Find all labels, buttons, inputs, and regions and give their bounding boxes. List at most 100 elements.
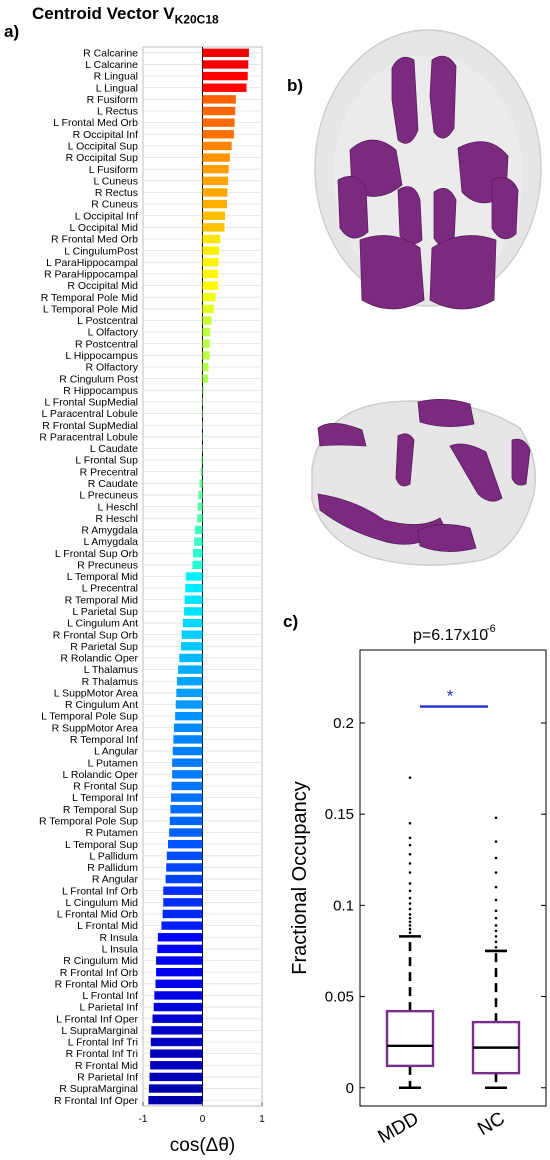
region-label: R Calcarine	[83, 47, 138, 59]
bar-r-amygdala	[194, 525, 203, 535]
nc-outlier	[494, 924, 498, 927]
bar-l-temporal-sup	[167, 839, 203, 849]
nc-outlier	[494, 935, 498, 938]
region-label: R Caudate	[88, 478, 138, 490]
bar-r-frontal-inf-oper	[148, 1095, 203, 1105]
mdd-outlier	[408, 836, 412, 840]
region-label: R Parietal Inf	[77, 1072, 138, 1084]
region-label: L Precuneus	[79, 490, 138, 502]
bar-r-frontal-med-orb	[202, 234, 221, 244]
bar-r-temporal-inf	[173, 735, 203, 744]
region-label: L Olfactory	[88, 327, 139, 339]
nc-outlier	[494, 946, 498, 949]
bar-r-frontal-mid	[150, 1061, 203, 1070]
nc-outlier	[494, 871, 498, 874]
region-label: L Fusiform	[89, 164, 138, 176]
mdd-outlier	[408, 916, 412, 920]
bar-r-frontal-sup	[171, 781, 203, 791]
mdd-box	[385, 1009, 435, 1068]
y-tick-label: 0	[346, 1080, 354, 1097]
bar-l-fusiform	[202, 165, 229, 174]
region-label: R Olfactory	[85, 362, 138, 374]
bar-l-frontal-inf-tri	[150, 1037, 203, 1047]
bar-r-frontal-inf-tri	[150, 1049, 203, 1058]
bar-l-hippocampus	[202, 351, 210, 360]
bar-r-paracentral-lobule	[202, 432, 204, 442]
bar-r-occipital-sup	[202, 153, 230, 162]
region-label: L Rectus	[97, 106, 138, 118]
region-label: L Calcarine	[85, 59, 138, 71]
bar-l-temporal-pole-mid	[202, 304, 214, 314]
region-label: R Postcentral	[75, 338, 138, 350]
nc-outlier	[494, 898, 498, 902]
region-label: L Parietal Sup	[72, 606, 138, 618]
bar-r-frontal-inf-orb	[156, 967, 203, 977]
region-label: L Cuneus	[93, 175, 138, 187]
bar-r-putamen	[169, 828, 203, 837]
x-axis-label: cos(Δθ)	[170, 1135, 235, 1156]
bar-l-frontal-inf-oper	[152, 1014, 203, 1023]
bar-r-frontal-mid-orb	[155, 979, 203, 988]
figure-title: Centroid Vector VK20C18	[32, 4, 219, 26]
region-label: L Frontal Inf	[82, 990, 138, 1002]
region-label: L Heschl	[98, 501, 138, 513]
region-label: L Frontal Inf Oper	[56, 1013, 138, 1025]
y-tick-label: 0.15	[325, 806, 354, 823]
region-label: R Frontal Mid Orb	[55, 978, 139, 990]
region-label: R Heschl	[95, 513, 138, 525]
bar-l-occipital-mid	[202, 223, 225, 232]
mdd-outlier	[408, 889, 412, 893]
region-label: L Temporal Inf	[72, 792, 138, 804]
bar-l-frontal-mid	[161, 921, 203, 930]
region-label: R Angular	[92, 874, 139, 886]
region-label: L Occipital Inf	[75, 210, 138, 222]
region-label: R Thalamus	[82, 676, 138, 688]
region-label: R Temporal Pole Sup	[39, 815, 138, 827]
bar-r-frontal-supmedial	[202, 421, 204, 430]
region-label: R Occipital Sup	[66, 152, 139, 164]
region-label: L Frontal Sup	[75, 455, 138, 467]
mdd-outlier	[408, 862, 412, 865]
nc-category-label: NC	[474, 1108, 508, 1140]
mdd-outlier	[408, 776, 412, 779]
bar-r-parietal-sup	[181, 642, 203, 651]
region-label: R Frontal Inf Tri	[66, 1048, 138, 1060]
region-label: R Frontal Inf Orb	[60, 967, 138, 979]
bar-l-precentral	[185, 583, 203, 593]
region-label: R Frontal Med Orb	[51, 234, 138, 246]
figure-title-main: Centroid Vector V	[32, 4, 175, 23]
region-label: R Frontal Inf Oper	[54, 1095, 139, 1107]
panel-a-label: a)	[4, 22, 20, 41]
box-plot-area	[359, 649, 547, 1107]
x-tick-label: 1	[259, 1114, 265, 1125]
panel-c-label: c)	[283, 612, 299, 631]
region-label: R Occipital Inf	[73, 129, 138, 141]
region-label: L Postcentral	[77, 315, 138, 327]
region-label: R Putamen	[85, 827, 138, 839]
bar-r-cuneus	[202, 199, 227, 209]
region-label: R Cingulum Mid	[63, 955, 138, 967]
bar-l-parietal-sup	[184, 607, 203, 616]
region-label: L Pallidum	[89, 850, 138, 862]
region-label: R Occipital Mid	[67, 280, 138, 292]
region-label: L Rolandic Oper	[63, 769, 139, 781]
bar-l-calcarine	[202, 60, 249, 69]
region-label: L SuppMotor Area	[54, 687, 138, 699]
nc-outlier	[494, 885, 498, 889]
y-tick-label: 0.05	[325, 989, 354, 1006]
bar-l-cingulum-ant	[182, 618, 203, 628]
region-label: L Parietal Inf	[79, 1002, 138, 1014]
bar-r-occipital-inf	[202, 130, 235, 139]
bar-r-frontal-sup-orb	[181, 630, 203, 639]
bar-l-insula	[157, 944, 203, 954]
region-label: L Frontal Mid Orb	[57, 909, 138, 921]
bar-l-paracentral-lobule	[202, 409, 204, 418]
mdd-outlier	[408, 907, 412, 911]
region-label: R Amygdala	[81, 525, 138, 537]
p-value-label: p=6.17x10	[413, 627, 488, 644]
bar-l-temporal-inf	[170, 793, 203, 802]
bar-l-temporal-pole-sup	[175, 711, 203, 721]
